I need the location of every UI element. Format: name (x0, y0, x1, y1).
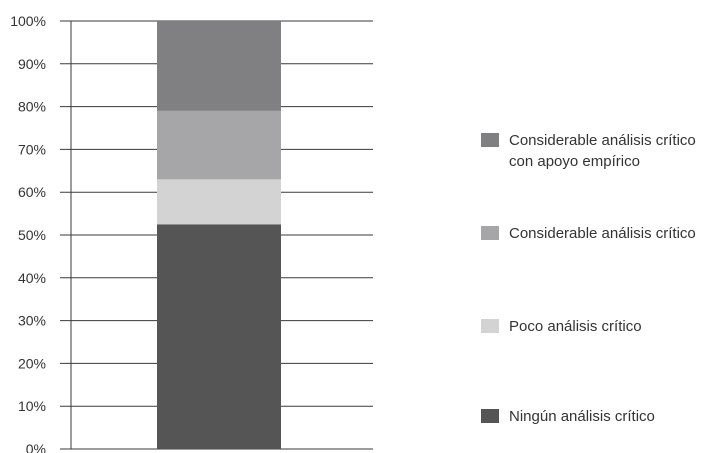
y-tick-label: 60% (18, 184, 46, 200)
legend-swatch (481, 319, 499, 333)
legend-label: Poco análisis crítico (509, 318, 642, 335)
legend-swatch (481, 133, 499, 147)
y-tick-label: 50% (18, 227, 46, 243)
bar-segment (157, 21, 281, 111)
legend-label: Considerable análisis crítico (509, 225, 696, 242)
bar-segment (157, 224, 281, 449)
y-tick-label: 30% (18, 313, 46, 329)
y-tick-label: 90% (18, 56, 46, 72)
legend: Considerable análisis crítico con apoyo e… (481, 132, 696, 425)
legend-swatch (481, 226, 499, 240)
bar-stack (157, 21, 281, 449)
legend-label: Considerable análisis crítico (509, 132, 696, 149)
legend-swatch (481, 409, 499, 423)
y-tick-label: 70% (18, 141, 46, 157)
y-tick-label: 0% (26, 441, 46, 453)
y-tick-label: 40% (18, 270, 46, 286)
y-tick-label: 80% (18, 99, 46, 115)
y-axis: 0% 10% 20% 30% 40% 50% 60% 70% 80% 90% 100% (10, 13, 72, 453)
bar-segment (157, 179, 281, 225)
bar-segment (157, 110, 281, 180)
y-tick-label: 10% (18, 398, 46, 414)
y-tick-label: 20% (18, 355, 46, 371)
legend-label: Ningún análisis crítico (509, 408, 655, 425)
y-tick-label: 100% (10, 13, 46, 29)
legend-label: con apoyo empírico (509, 153, 640, 170)
